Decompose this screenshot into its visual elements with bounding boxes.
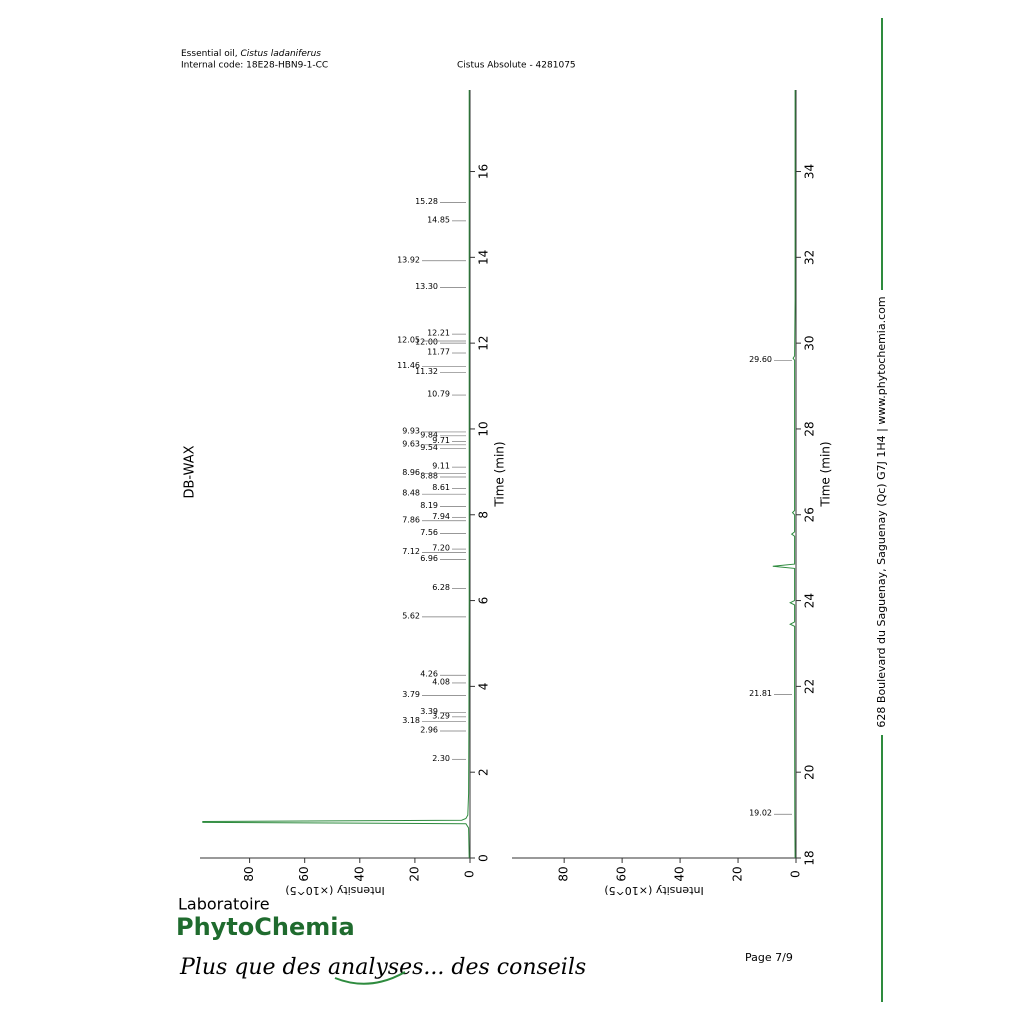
peak-label: 11.32: [415, 367, 438, 376]
peak-label: 7.12: [402, 547, 420, 556]
peak-label: 7.20: [432, 544, 450, 553]
peak-label: 5.62: [402, 611, 420, 620]
intensity-tick-label: 60: [297, 866, 311, 881]
time-tick-label: 32: [803, 250, 817, 265]
peak-label: 7.94: [432, 512, 450, 521]
time-axis-label: Time (min): [493, 441, 507, 507]
peak-label: 4.26: [420, 670, 438, 679]
slogan-swash: [334, 971, 406, 985]
intensity-axis-label: Intensity (×10^5): [604, 884, 703, 897]
intensity-tick-label: 0: [789, 870, 803, 878]
trace: [202, 90, 470, 859]
peak-label: 8.19: [420, 501, 438, 510]
internal-code: Internal code: 18E28-HBN9-1-CC: [181, 61, 328, 71]
intensity-tick-label: 40: [673, 866, 687, 881]
intensity-tick-label: 20: [731, 866, 745, 881]
intensity-tick-label: 40: [352, 866, 366, 881]
peak-label: 8.88: [420, 472, 438, 481]
time-axis-label: Time (min): [819, 441, 833, 507]
time-tick-label: 4: [477, 683, 491, 691]
peak-label: 6.96: [420, 554, 438, 563]
time-tick-label: 28: [803, 421, 817, 436]
peak-label: 9.93: [402, 426, 420, 435]
time-tick-label: 6: [477, 597, 491, 605]
peak-label: 2.96: [420, 726, 438, 735]
peak-label: 8.48: [402, 489, 420, 498]
peak-label: 6.28: [432, 583, 450, 592]
intensity-tick-label: 80: [242, 866, 256, 881]
time-tick-label: 0: [477, 854, 491, 862]
intensity-tick-label: 20: [407, 866, 421, 881]
title-species: Cistus ladaniferus: [240, 49, 321, 59]
peak-label: 8.96: [402, 468, 420, 477]
peak-label: 14.85: [427, 215, 450, 224]
time-tick-label: 24: [803, 593, 817, 608]
peak-label: 12.00: [415, 338, 438, 347]
peak-label: 9.54: [420, 443, 438, 452]
peak-label: 13.30: [415, 282, 438, 291]
intensity-tick-label: 60: [615, 866, 629, 881]
time-tick-label: 2: [477, 768, 491, 776]
time-tick-label: 20: [803, 765, 817, 780]
peak-label: 19.02: [749, 809, 772, 818]
peak-label: 7.86: [402, 515, 420, 524]
page-number: Page 7/9: [745, 951, 793, 964]
peak-label: 12.21: [427, 329, 450, 338]
time-tick-label: 34: [803, 164, 817, 179]
time-tick-label: 18: [803, 850, 817, 865]
peak-label: 11.77: [427, 348, 450, 357]
header-title: Essential oil, Cistus ladaniferus: [181, 49, 321, 59]
peak-label: 4.08: [432, 677, 450, 686]
peak-label: 21.81: [749, 689, 772, 698]
peak-label: 9.63: [402, 439, 420, 448]
peak-label: 8.61: [432, 483, 450, 492]
peak-label: 9.71: [432, 436, 450, 445]
time-tick-label: 8: [477, 511, 491, 519]
peak-label: 3.39: [420, 707, 438, 716]
time-tick-label: 14: [477, 250, 491, 265]
peak-label: 29.60: [749, 355, 772, 364]
address: 628 Boulevard du Saguenay, Saguenay (Qc)…: [875, 296, 888, 727]
peak-label: 10.79: [427, 390, 450, 399]
time-tick-label: 30: [803, 335, 817, 350]
time-tick-label: 12: [477, 335, 491, 350]
peak-label: 3.29: [432, 711, 450, 720]
title-prefix: Essential oil,: [181, 49, 240, 59]
peak-label: 9.11: [432, 462, 450, 471]
peak-label: 3.79: [402, 690, 420, 699]
trace: [772, 90, 796, 859]
lab-name: Laboratoire: [178, 895, 270, 914]
slogan: Plus que des analyses... des conseils: [179, 955, 586, 980]
time-tick-label: 26: [803, 507, 817, 522]
time-tick-label: 10: [477, 421, 491, 436]
peak-label: 9.84: [420, 430, 438, 439]
intensity-axis-label: Intensity (×10^5): [285, 884, 384, 897]
intensity-tick-label: 0: [463, 870, 477, 878]
peak-label: 13.92: [397, 255, 420, 264]
time-tick-label: 16: [477, 164, 491, 179]
peak-label: 7.56: [420, 528, 438, 537]
peak-label: 15.28: [415, 197, 438, 206]
sample-name: Cistus Absolute - 4281075: [457, 61, 576, 71]
peak-label: 3.18: [402, 716, 420, 725]
peak-label: 12.05: [397, 335, 420, 344]
peak-label: 2.30: [432, 754, 450, 763]
peak-label: 11.46: [397, 361, 420, 370]
brand: PhytoChemia: [176, 913, 355, 941]
intensity-tick-label: 80: [557, 866, 571, 881]
time-tick-label: 22: [803, 679, 817, 694]
column-label: DB-WAX: [183, 445, 198, 498]
